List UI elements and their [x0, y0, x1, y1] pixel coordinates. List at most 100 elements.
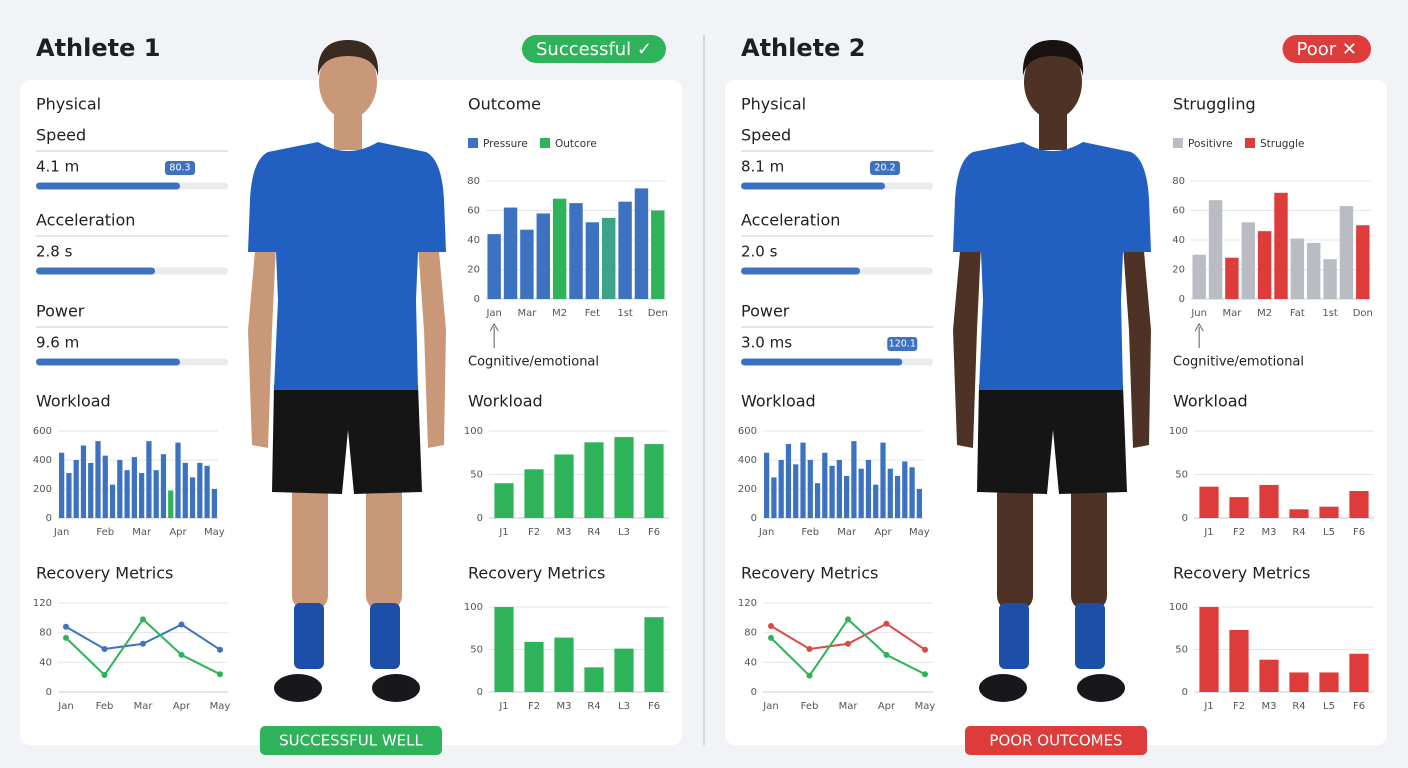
- x-tick-label: J1: [498, 701, 508, 712]
- bar: [771, 477, 777, 518]
- x-tick-label: Fat: [1290, 308, 1305, 319]
- bar: [146, 441, 152, 518]
- y-tick-label: 50: [1175, 470, 1188, 481]
- y-tick-label: 200: [738, 484, 757, 495]
- bar: [487, 234, 501, 299]
- annotation-arrowhead: [1194, 322, 1204, 332]
- tooltip: [887, 337, 918, 351]
- line-point: [178, 621, 185, 628]
- bar: [614, 437, 634, 518]
- x-tick-label: Jan: [53, 527, 69, 538]
- bar: [836, 460, 842, 518]
- bar: [1323, 259, 1337, 299]
- metric-value: 8.1 m: [741, 158, 784, 176]
- athlete-name: Athlete 2: [741, 34, 865, 62]
- x-tick-label: J1: [498, 527, 508, 538]
- line-point: [768, 622, 774, 629]
- y-tick-label: 40: [39, 657, 52, 668]
- bar: [800, 442, 806, 518]
- chart-title: Struggling: [1173, 95, 1256, 114]
- bar: [764, 452, 770, 518]
- x-tick-label: May: [915, 701, 936, 712]
- head: [1024, 45, 1082, 119]
- progress-bar: [36, 182, 180, 190]
- y-tick-label: 600: [738, 426, 757, 437]
- x-tick-label: F6: [648, 701, 660, 712]
- x-tick-label: Mar: [517, 308, 537, 319]
- annotation-arrowhead: [489, 322, 499, 332]
- y-tick-label: 0: [477, 513, 483, 524]
- shorts: [977, 385, 1127, 494]
- shoe: [372, 674, 420, 702]
- athlete-figure: [953, 40, 1151, 702]
- shirt: [953, 142, 1151, 390]
- y-tick-label: 120: [738, 598, 757, 609]
- bar: [902, 461, 908, 518]
- legend-swatch: [468, 138, 478, 148]
- metric-value: 2.8 s: [36, 243, 73, 261]
- legend-label: Pressure: [483, 138, 528, 150]
- progress-bar: [36, 358, 180, 366]
- bar: [189, 477, 196, 518]
- tooltip-text: 20.2: [874, 163, 895, 174]
- chart-title: Workload: [468, 392, 543, 411]
- bar: [168, 490, 174, 518]
- bar: [1229, 629, 1249, 692]
- bar: [160, 454, 167, 518]
- chart-title: Workload: [36, 392, 111, 411]
- tooltip-text: 120.1: [889, 339, 916, 350]
- y-tick-label: 40: [467, 235, 480, 246]
- chart-title: Recovery Metrics: [741, 564, 878, 583]
- bar: [1356, 225, 1370, 299]
- line-point: [63, 623, 69, 630]
- x-tick-label: Mar: [837, 527, 857, 538]
- bar: [1241, 222, 1255, 299]
- bar: [1349, 491, 1369, 518]
- annotation: Cognitive/emotional: [468, 355, 599, 370]
- bar: [1349, 653, 1369, 692]
- x-tick-label: F6: [1353, 701, 1365, 712]
- bar: [139, 473, 145, 518]
- bar: [858, 468, 864, 518]
- hair: [1022, 40, 1084, 76]
- bar: [197, 462, 203, 518]
- line-point: [101, 645, 108, 652]
- chart-title: Outcome: [468, 95, 541, 114]
- bar: [584, 442, 604, 518]
- x-tick-label: Jan: [485, 308, 501, 319]
- bar: [851, 441, 857, 518]
- progress-bar: [36, 267, 156, 275]
- y-tick-label: 40: [744, 657, 757, 668]
- x-tick-label: J1: [1203, 527, 1213, 538]
- x-tick-label: R4: [1292, 527, 1305, 538]
- tooltip: [870, 161, 900, 175]
- bar: [1289, 509, 1309, 518]
- x-tick-label: R4: [587, 527, 600, 538]
- bar: [1208, 200, 1223, 299]
- bar: [153, 470, 159, 518]
- metric-value: 9.6 m: [36, 334, 79, 352]
- x-tick-label: J1: [1203, 701, 1213, 712]
- bar: [651, 210, 665, 299]
- x-tick-label: Apr: [169, 527, 187, 538]
- footer-badge: [965, 726, 1147, 755]
- athlete-figure: [248, 40, 446, 702]
- status-badge: [521, 35, 666, 63]
- bar: [1289, 672, 1309, 692]
- y-tick-label: 100: [464, 602, 483, 613]
- bar: [1199, 607, 1219, 692]
- x-tick-label: Den: [648, 308, 668, 319]
- metric-label: Speed: [741, 126, 791, 145]
- bar: [494, 607, 514, 692]
- bar: [807, 460, 813, 518]
- line-point: [806, 645, 813, 652]
- x-tick-label: Apr: [173, 701, 191, 712]
- bar: [569, 203, 583, 299]
- bar: [873, 484, 879, 518]
- x-tick-label: L3: [618, 701, 630, 712]
- metric-label: Speed: [36, 126, 86, 145]
- y-tick-label: 100: [464, 426, 483, 437]
- bar: [1319, 672, 1339, 692]
- tooltip-text: 80.3: [169, 163, 190, 174]
- x-tick-label: Feb: [801, 701, 819, 712]
